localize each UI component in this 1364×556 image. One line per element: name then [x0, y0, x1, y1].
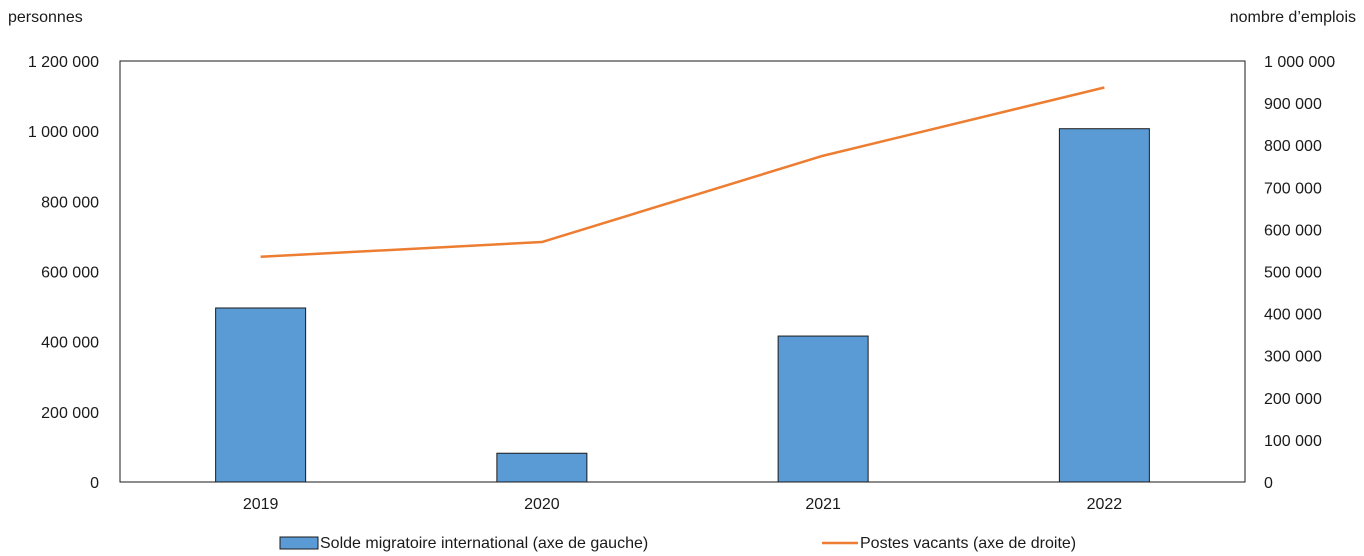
- legend-label-bars: Solde migratoire international (axe de g…: [320, 535, 648, 552]
- x-tick-label: 2022: [1087, 496, 1123, 513]
- left-tick-label: 0: [90, 475, 99, 492]
- left-axis-title: personnes: [8, 9, 83, 26]
- line-series: [260, 86, 1105, 259]
- right-tick-label: 500 000: [1264, 265, 1322, 282]
- x-tick-label: 2020: [524, 496, 560, 513]
- left-tick-label: 1 200 000: [28, 54, 99, 71]
- right-tick-label: 100 000: [1264, 433, 1322, 450]
- bar: [1058, 128, 1150, 483]
- x-axis: 2019 2020 2021 2022: [243, 496, 1122, 513]
- left-tick-label: 800 000: [41, 194, 99, 211]
- right-tick-label: 800 000: [1264, 138, 1322, 155]
- x-tick-label: 2021: [805, 496, 841, 513]
- legend-label-line: Postes vacants (axe de droite): [860, 535, 1076, 552]
- plot-area-frame: [119, 60, 1246, 483]
- right-tick-label: 300 000: [1264, 349, 1322, 366]
- left-tick-label: 200 000: [41, 405, 99, 422]
- left-axis: 0 200 000 400 000 600 000 800 000 1 000 000 1 …: [28, 54, 99, 492]
- right-tick-label: 400 000: [1264, 307, 1322, 324]
- right-tick-label: 600 000: [1264, 222, 1322, 239]
- left-tick-label: 600 000: [41, 265, 99, 282]
- left-tick-label: 1 000 000: [28, 124, 99, 141]
- line-path: [260, 86, 1105, 259]
- x-tick-label: 2019: [243, 496, 279, 513]
- right-tick-label: 900 000: [1264, 96, 1322, 113]
- bar: [215, 307, 307, 483]
- right-tick-label: 1 000 000: [1264, 54, 1335, 71]
- legend-swatch-bars: [279, 536, 319, 550]
- right-axis-title: nombre d’emplois: [1230, 9, 1356, 26]
- bar: [496, 452, 588, 483]
- right-tick-label: 200 000: [1264, 391, 1322, 408]
- left-tick-label: 400 000: [41, 335, 99, 352]
- bar: [777, 335, 869, 483]
- bar-series: [215, 128, 1150, 483]
- right-tick-label: 700 000: [1264, 180, 1322, 197]
- legend: Solde migratoire international (axe de g…: [279, 535, 1076, 552]
- right-axis: 0 100 000 200 000 300 000 400 000 500 000 600 …: [1264, 54, 1335, 492]
- right-tick-label: 0: [1264, 475, 1273, 492]
